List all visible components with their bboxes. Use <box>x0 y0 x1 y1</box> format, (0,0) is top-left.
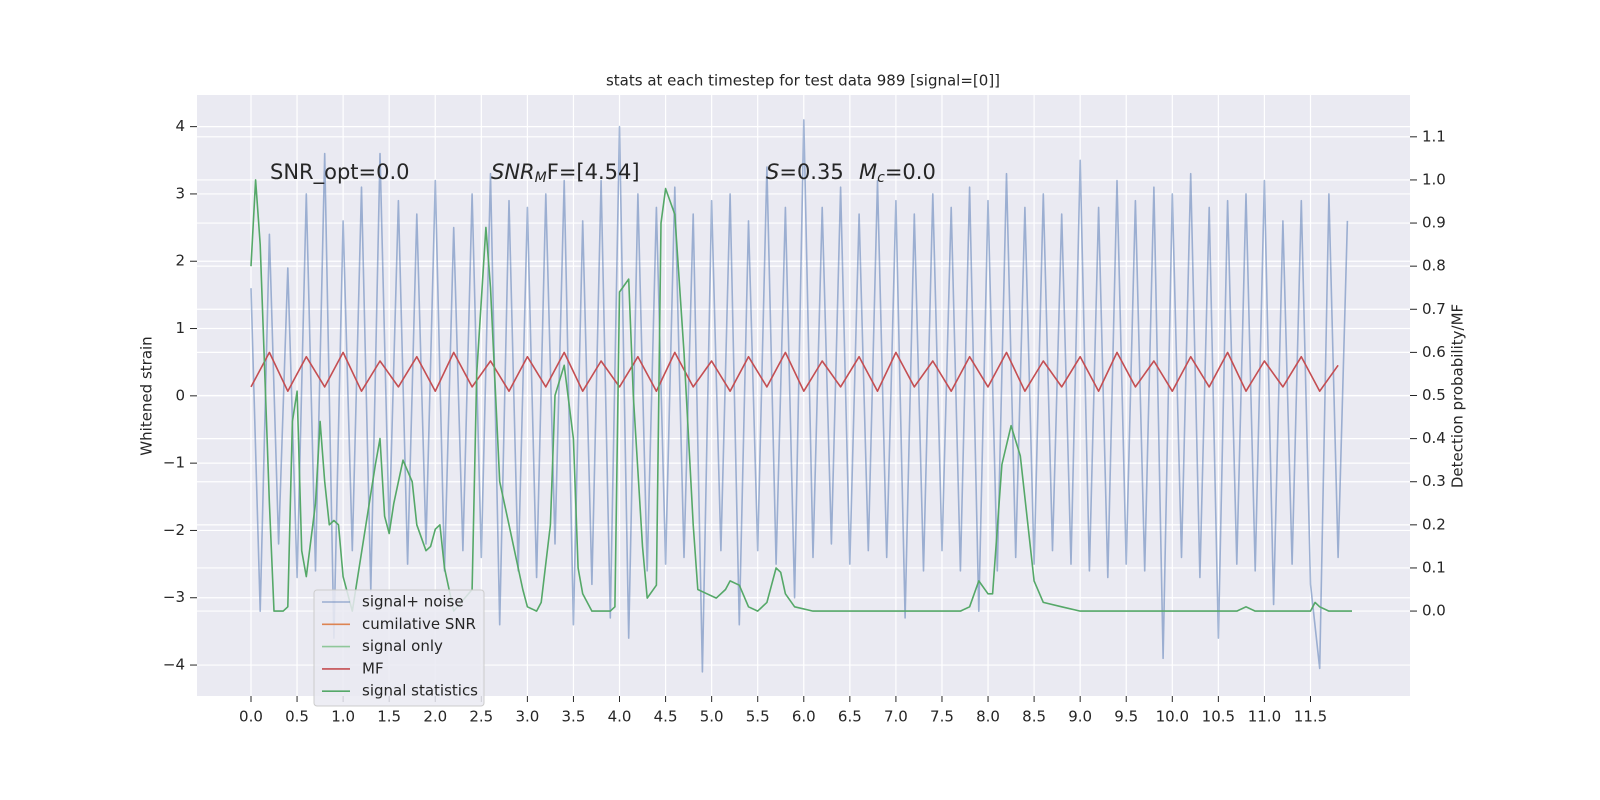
x-tick-label: 5.0 <box>700 708 724 726</box>
y2-tick-label: 0.9 <box>1422 214 1446 232</box>
y-tick-label: −2 <box>163 521 185 539</box>
x-tick-label: 3.0 <box>515 708 539 726</box>
annotation: SNRMF=[4.54] <box>491 160 640 186</box>
legend-label: signal only <box>362 637 443 655</box>
y-tick-label: 0 <box>175 386 185 404</box>
series-line <box>250 179 1352 612</box>
x-tick-label: 11.5 <box>1294 708 1327 726</box>
series-line <box>250 351 1339 392</box>
x-tick-label: 7.0 <box>884 708 908 726</box>
x-tick-label: 1.5 <box>377 708 401 726</box>
y-tick-label: −4 <box>163 656 185 674</box>
x-tick-label: 9.0 <box>1068 708 1092 726</box>
y2-axis-label: Detection probability/MF <box>1449 304 1467 488</box>
y2-tick-label: 0.7 <box>1422 300 1446 318</box>
x-tick-label: 0.5 <box>285 708 309 726</box>
y2-tick-label: 0.6 <box>1422 343 1446 361</box>
y2-tick-label: 0.5 <box>1422 386 1446 404</box>
annotation: S=0.35 <box>766 160 844 184</box>
marks <box>250 119 1352 673</box>
legend: signal+ noise cumilative SNR signal only MF… <box>313 589 485 707</box>
x-tick-label: 3.5 <box>562 708 586 726</box>
y-tick-label: 1 <box>175 319 185 337</box>
x-tick-label: 10.0 <box>1156 708 1189 726</box>
x-tick-label: 8.0 <box>976 708 1000 726</box>
annotation-text: =0.0 <box>885 160 936 184</box>
x-tick-label: 4.5 <box>654 708 678 726</box>
y-tick-label: 4 <box>175 117 185 135</box>
x-tick-label: 5.5 <box>746 708 770 726</box>
annotation: SNR_opt=0.0 <box>270 160 410 185</box>
x-tick-label: 9.5 <box>1114 708 1138 726</box>
y2-tick-label: 1.1 <box>1422 127 1446 145</box>
annotation-subscript: c <box>877 170 885 186</box>
annotation-italic: S <box>766 160 779 184</box>
y2-tick-label: 0.1 <box>1422 558 1446 576</box>
y2-tick-label: 0.8 <box>1422 257 1446 275</box>
annotation-text: =0.35 <box>779 160 843 184</box>
x-tick-label: 2.0 <box>423 708 447 726</box>
chart-title: stats at each timestep for test data 989… <box>606 72 1000 90</box>
y2-tick-label: 0.2 <box>1422 515 1446 533</box>
annotation-italic: M <box>859 160 877 184</box>
y-axis-label: Whitened strain <box>138 336 156 455</box>
x-tick-label: 1.0 <box>331 708 355 726</box>
x-tick-label: 6.5 <box>838 708 862 726</box>
series-line <box>250 119 1349 673</box>
y-tick-label: 3 <box>175 184 185 202</box>
annotation: Mc=0.0 <box>859 160 936 186</box>
annotation-text: SNR_opt=0.0 <box>270 160 410 185</box>
x-tick-label: 7.5 <box>930 708 954 726</box>
x-tick-label: 4.0 <box>608 708 632 726</box>
legend-box <box>313 589 485 707</box>
legend-label: MF <box>362 659 384 677</box>
x-tick-label: 0.0 <box>239 708 263 726</box>
x-tick-label: 11.0 <box>1248 708 1281 726</box>
x-tick-label: 10.5 <box>1202 708 1235 726</box>
x-tick-label: 2.5 <box>469 708 493 726</box>
x-tick-label: 6.0 <box>792 708 816 726</box>
annotation-subscript: M <box>535 170 547 186</box>
y-tick-label: −1 <box>163 454 185 472</box>
annotation-italic: SNR <box>491 160 535 184</box>
y2-tick-label: 0.0 <box>1422 602 1446 620</box>
legend-label: cumilative SNR <box>362 615 476 633</box>
legend-label: signal+ noise <box>362 593 464 611</box>
y2-tick-label: 1.0 <box>1422 170 1446 188</box>
y2-tick-label: 0.4 <box>1422 429 1446 447</box>
x-tick-label: 8.5 <box>1022 708 1046 726</box>
axes: 0.0 0.5 1.0 1.5 2.0 2.5 3.0 3.5 4.0 4.5 5.0 5.5 6.0 6… <box>163 117 1446 725</box>
legend-label: signal statistics <box>362 682 478 700</box>
y-tick-label: −3 <box>163 588 185 606</box>
y2-tick-label: 0.3 <box>1422 472 1446 490</box>
annotation-text: F=[4.54] <box>547 160 640 184</box>
y-tick-label: 2 <box>175 252 185 270</box>
